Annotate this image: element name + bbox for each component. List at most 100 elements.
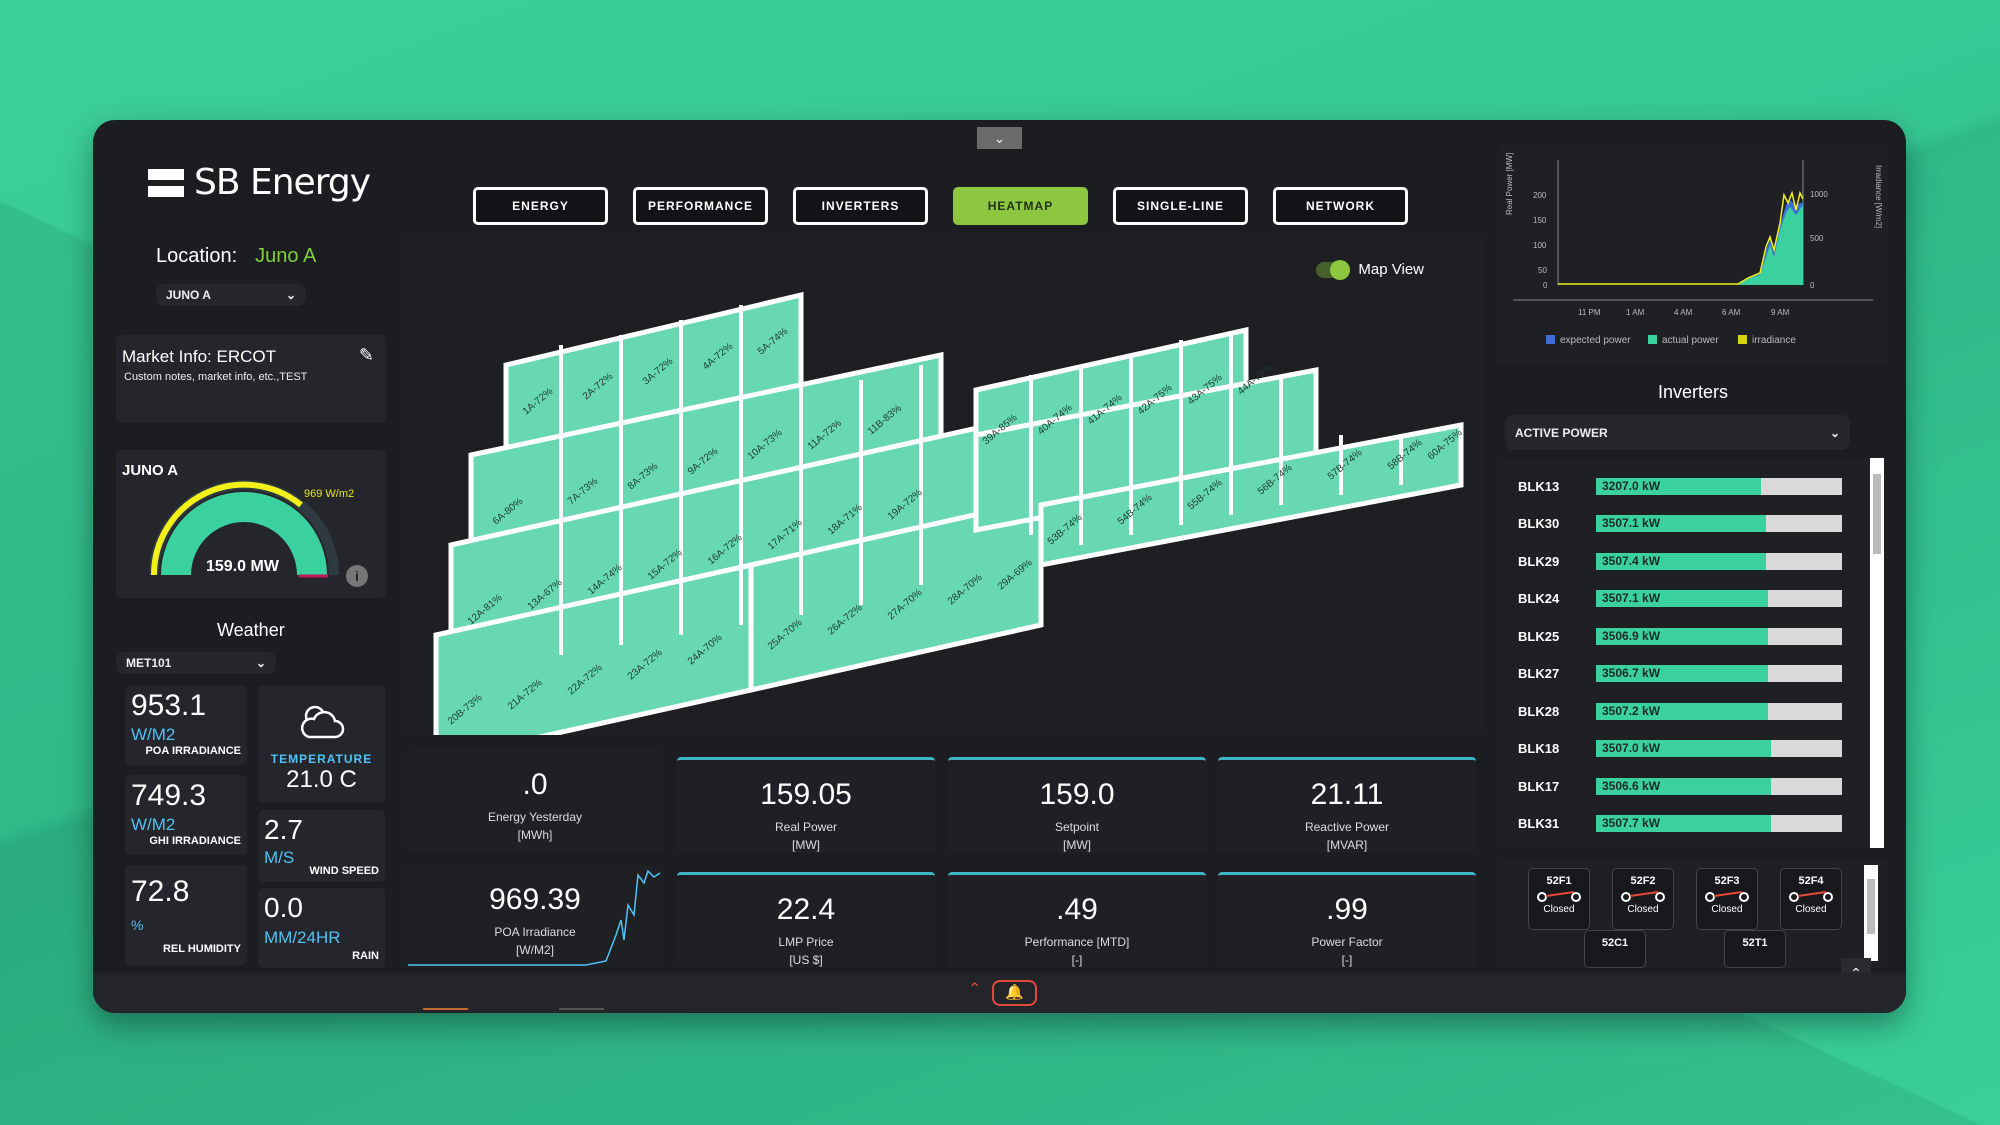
inverter-row[interactable]: BLK31 3507.7 kW (1518, 815, 1842, 832)
toggle-switch[interactable] (1316, 259, 1351, 280)
breaker-closed-icon (1537, 891, 1581, 902)
inverter-name: BLK30 (1518, 516, 1560, 531)
inverter-name: BLK27 (1518, 666, 1560, 681)
inverter-row[interactable]: BLK30 3507.1 kW (1518, 515, 1842, 532)
inverter-metric-select[interactable]: ACTIVE POWER ⌄ (1505, 415, 1850, 450)
breaker-name: 52F2 (1630, 875, 1656, 887)
wind-tile: 2.7 M/S WIND SPEED (258, 810, 385, 882)
breaker-closed-icon (1705, 891, 1749, 902)
poa-value: 953.1 (131, 689, 207, 722)
svg-text:irradiance: irradiance (1752, 335, 1796, 346)
inverter-name: BLK24 (1518, 591, 1560, 606)
inverter-row[interactable]: BLK28 3507.2 kW (1518, 703, 1842, 720)
svg-text:1000: 1000 (1810, 190, 1828, 199)
breaker-name: 52C1 (1601, 937, 1629, 949)
humidity-label: REL HUMIDITY (162, 943, 241, 955)
location-select-value: JUNO A (166, 288, 211, 302)
inverter-name: BLK25 (1518, 629, 1560, 644)
svg-text:0: 0 (1810, 281, 1815, 290)
kpi-value: .0 (522, 768, 548, 801)
irradiance-sparkline (408, 869, 661, 966)
station-value: MET101 (126, 656, 172, 670)
breaker-status: Closed (1711, 904, 1743, 915)
inverters-title: Inverters (1657, 382, 1729, 402)
kpi-unit: [W/M2] (516, 943, 554, 957)
location-value: Juno A (255, 245, 317, 267)
kpi-unit: [-] (1341, 953, 1353, 967)
kpi-label: POA Irradiance (494, 925, 576, 939)
inverter-row[interactable]: BLK17 3506.6 kW (1518, 778, 1842, 795)
svg-text:50: 50 (1538, 266, 1547, 275)
inverter-value: 3507.0 kW (1602, 741, 1661, 755)
tab-performance[interactable]: PERFORMANCE (633, 187, 768, 225)
poa-unit: W/M2 (131, 725, 176, 744)
inverter-row[interactable]: BLK29 3507.4 kW (1518, 553, 1842, 570)
rain-tile: 0.0 MM/24HR RAIN (258, 888, 385, 968)
breaker-name: 52F3 (1714, 875, 1740, 887)
rain-label: RAIN (352, 950, 379, 962)
kpi-setpoint: 159.0 Setpoint [MW] (948, 757, 1206, 853)
humidity-unit: % (131, 917, 144, 933)
breaker-52f3[interactable]: 52F3 Closed (1696, 868, 1758, 930)
alarm-bar: ⌃ 🔔 (93, 973, 1906, 1013)
inverter-name: BLK17 (1518, 779, 1560, 794)
inverter-row[interactable]: BLK25 3506.9 kW (1518, 628, 1842, 645)
wind-unit: M/S (264, 848, 295, 867)
svg-text:1 AM: 1 AM (1626, 308, 1645, 317)
breaker-closed-icon (1621, 891, 1665, 902)
location-select[interactable]: JUNO A ⌄ (156, 284, 306, 306)
poa-label: POA IRRADIANCE (145, 745, 241, 757)
kpi-unit: [-] (1071, 953, 1083, 967)
y-axis-label: Real Power [MW] (1505, 153, 1514, 215)
heatmap-panel: Map View 1A-72% 2A-72% 3A-72% 4A-72% 5A-74% … (401, 235, 1484, 735)
kpi-value: 159.0 (1039, 778, 1115, 811)
svg-text:6 AM: 6 AM (1722, 308, 1741, 317)
breaker-52f2[interactable]: 52F2 Closed (1612, 868, 1674, 930)
tab-energy[interactable]: ENERGY (473, 187, 608, 225)
main-tabs: ENERGY PERFORMANCE INVERTERS HEATMAP SIN… (473, 187, 1408, 225)
inverter-value: 3507.1 kW (1602, 591, 1661, 605)
kpi-label: Performance [MTD] (1024, 935, 1130, 949)
inverter-list: BLK13 3207.0 kW BLK30 3507.1 kW BLK29 3507.… (1498, 458, 1876, 848)
inverter-row[interactable]: BLK27 3506.7 kW (1518, 665, 1842, 682)
brand-name: SB Energy (194, 162, 371, 203)
map-view-toggle[interactable]: Map View (1316, 259, 1424, 280)
breaker-scrollbar[interactable] (1864, 865, 1878, 961)
expand-alarms-caret-icon[interactable]: ⌃ (968, 981, 982, 998)
gauge-title: JUNO A (122, 462, 179, 479)
info-icon[interactable]: i (346, 565, 368, 587)
tab-single-line[interactable]: SINGLE-LINE (1113, 187, 1248, 225)
gauge-card: JUNO A 969 W/m2 159.0 MW i (116, 450, 386, 598)
inverter-value: 3506.7 kW (1602, 666, 1661, 680)
inverter-name: BLK29 (1518, 554, 1560, 569)
inverter-value: 3506.9 kW (1602, 629, 1661, 643)
inverter-bar: 3506.7 kW (1596, 665, 1842, 682)
kpi-unit: [MW] (1063, 838, 1091, 852)
gauge-power: 159.0 MW (206, 558, 279, 575)
edit-pencil-icon[interactable]: ✎ (358, 345, 374, 365)
weather-station-select[interactable]: MET101 ⌄ (116, 652, 276, 674)
inverter-value: 3507.1 kW (1602, 516, 1661, 530)
tab-heatmap[interactable]: HEATMAP (953, 187, 1088, 225)
kpi-label: LMP Price (778, 935, 834, 949)
breaker-52t1[interactable]: 52T1 (1724, 930, 1786, 968)
breaker-52f1[interactable]: 52F1 Closed (1528, 868, 1590, 930)
alarm-bell-button[interactable]: 🔔 (992, 980, 1037, 1006)
svg-text:100: 100 (1533, 241, 1547, 250)
chevron-down-icon: ⌄ (285, 288, 296, 302)
inverter-scrollbar[interactable] (1870, 458, 1884, 848)
inverter-bar: 3507.1 kW (1596, 515, 1842, 532)
inverter-name: BLK31 (1518, 816, 1560, 831)
inverter-row[interactable]: BLK13 3207.0 kW (1518, 478, 1842, 495)
breaker-name: 52T1 (1742, 937, 1768, 949)
collapse-header-button[interactable]: ⌄ (977, 127, 1022, 149)
inverter-row[interactable]: BLK24 3507.1 kW (1518, 590, 1842, 607)
tab-inverters[interactable]: INVERTERS (793, 187, 928, 225)
breaker-name: 52F1 (1546, 875, 1572, 887)
breaker-52c1[interactable]: 52C1 (1584, 930, 1646, 968)
breaker-52f4[interactable]: 52F4 Closed (1780, 868, 1842, 930)
kpi-label: Energy Yesterday (487, 810, 583, 824)
tab-network[interactable]: NETWORK (1273, 187, 1408, 225)
inverter-row[interactable]: BLK18 3507.0 kW (1518, 740, 1842, 757)
market-note: Custom notes, market info, etc.,TEST (124, 371, 308, 383)
